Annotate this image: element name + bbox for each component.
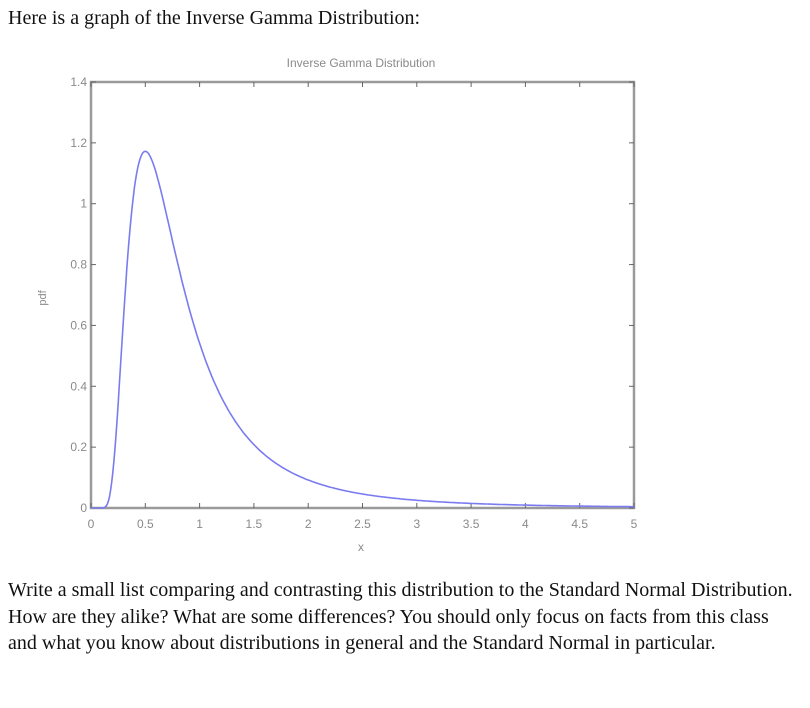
x-tick-label: 5 — [631, 517, 638, 531]
y-tick-label: 0.2 — [70, 440, 87, 454]
chart-title: Inverse Gamma Distribution — [287, 56, 436, 70]
axis-ticks: 0 0.5 1 1.5 2 2.5 3 3.5 4 4.5 5 0 0.2 0.4 0.6 0.8 1 1.2 1.… — [70, 75, 637, 531]
question-text: Write a small list comparing and contras… — [8, 579, 793, 654]
y-tick-label: 1 — [80, 197, 87, 211]
x-tick-label: 4.5 — [571, 517, 588, 531]
x-tick-label: 0.5 — [137, 517, 154, 531]
x-axis-label: x — [358, 540, 364, 554]
x-tick-label: 4 — [522, 517, 529, 531]
x-tick-label: 3.5 — [463, 517, 480, 531]
pdf-curve — [91, 150, 634, 509]
inverse-gamma-chart: Inverse Gamma Distribution 0 0.5 1 1.5 2 2.5 3… — [0, 40, 700, 570]
x-tick-label: 2 — [305, 517, 312, 531]
y-axis-label: pdf — [37, 289, 49, 305]
y-tick-label: 0.8 — [70, 258, 87, 272]
x-tick-label: 1.5 — [246, 517, 263, 531]
chart-canvas: Inverse Gamma Distribution 0 0.5 1 1.5 2 2.5 3… — [37, 56, 638, 554]
x-tick-label: 3 — [413, 517, 420, 531]
x-tick-label: 1 — [196, 517, 203, 531]
x-tick-label: 0 — [88, 517, 95, 531]
y-tick-label: 1.2 — [70, 136, 87, 150]
y-tick-label: 0 — [80, 501, 87, 515]
intro-text: Here is a graph of the Inverse Gamma Dis… — [8, 7, 421, 29]
y-tick-label: 0.4 — [70, 379, 87, 393]
x-tick-label: 2.5 — [354, 517, 371, 531]
y-tick-label: 0.6 — [70, 318, 87, 332]
y-tick-label: 1.4 — [70, 75, 87, 89]
plot-frame — [89, 80, 636, 510]
